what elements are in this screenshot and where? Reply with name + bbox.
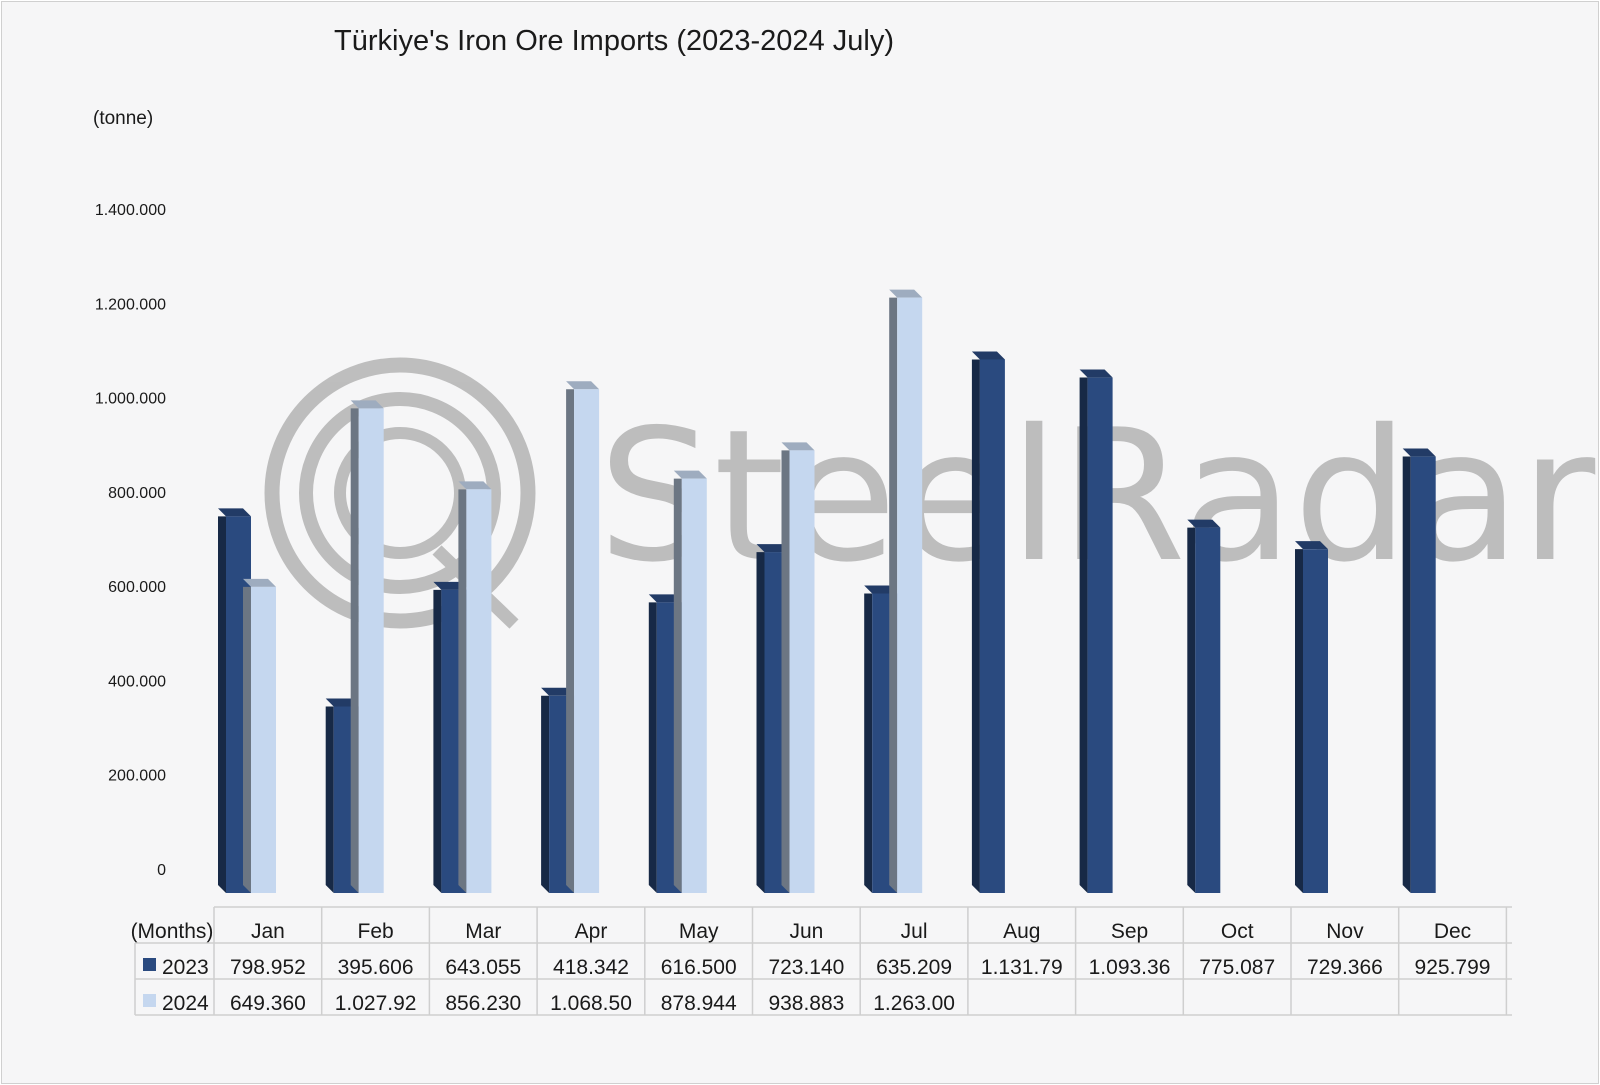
bar-2024-jan [243,578,276,893]
bar-2024-apr [566,381,600,893]
month-label-aug: Aug [1003,920,1040,943]
legend-label-2023: 2023 [162,956,209,979]
y-tick-label: 400.000 [108,673,166,690]
bar-2023-oct [1187,519,1221,893]
month-label-jan: Jan [251,920,285,943]
bar-2024-may [673,470,707,893]
bar-2024-mar [458,481,492,893]
bars [218,289,1436,894]
y-axis: 0 200.000 400.000 600.000 800.000 1.000.000 1.… [95,202,166,879]
y-axis-unit-label: (tonne) [93,108,153,129]
table-cell-2023-may: 616.500 [661,956,737,979]
month-label-jul: Jul [901,920,928,943]
bar-2024-feb [350,400,384,893]
y-tick-label: 1.400.000 [95,202,166,219]
table-cell-2023-sep: 1.093.36 [1089,956,1171,979]
table-cell-2024-jun: 938.883 [768,992,844,1015]
month-label-jun: Jun [789,920,823,943]
bar-2024-jun [781,442,815,893]
y-tick-label: 200.000 [108,768,166,785]
legend-label-2024: 2024 [162,992,209,1015]
y-tick-label: 0 [157,862,166,879]
month-label-apr: Apr [575,920,608,943]
month-label-nov: Nov [1326,920,1364,943]
month-label-feb: Feb [358,920,394,943]
y-tick-label: 1.000.000 [95,391,166,408]
bar-2023-nov [1295,541,1328,893]
table-cell-2023-jan: 798.952 [230,956,306,979]
table-cell-2024-mar: 856.230 [445,992,521,1015]
y-tick-label: 1.200.000 [95,296,166,313]
table-cell-2024-feb: 1.027.92 [335,992,417,1015]
table-cell-2023-nov: 729.366 [1307,956,1383,979]
table-cell-2023-aug: 1.131.79 [981,956,1063,979]
table-cell-2023-jul: 635.209 [876,956,952,979]
legend-swatch-2023 [143,958,156,971]
chart-title: Türkiye's Iron Ore Imports (2023-2024 Ju… [334,25,894,57]
bar-2023-sep [1079,369,1113,894]
data-table: (Months) Jan Feb Mar Apr May Jun Jul Aug Sep Oct No… [131,906,1512,1016]
bar-2024-jul [889,289,923,894]
table-cell-2024-apr: 1.068.50 [550,992,632,1015]
table-cell-2024-jan: 649.360 [230,992,306,1015]
month-label-dec: Dec [1434,920,1471,943]
table-cell-2024-may: 878.944 [661,992,737,1015]
month-label-oct: Oct [1221,920,1254,943]
y-tick-label: 600.000 [108,579,166,596]
bar-2023-dec [1402,448,1436,893]
y-tick-label: 800.000 [108,485,166,502]
table-cell-2023-oct: 775.087 [1199,956,1275,979]
month-label-sep: Sep [1111,920,1148,943]
legend-swatch-2024 [143,994,156,1007]
table-cell-2023-feb: 395.606 [338,956,414,979]
bar-2023-aug [971,351,1005,893]
table-cell-2023-mar: 643.055 [445,956,521,979]
month-label-mar: Mar [465,920,501,943]
table-header-label: (Months) [131,920,214,943]
month-label-may: May [679,920,719,943]
table-cell-2024-jul: 1.263.00 [873,992,955,1015]
table-cell-2023-apr: 418.342 [553,956,629,979]
table-cell-2023-dec: 925.799 [1415,956,1491,979]
table-cell-2023-jun: 723.140 [768,956,844,979]
